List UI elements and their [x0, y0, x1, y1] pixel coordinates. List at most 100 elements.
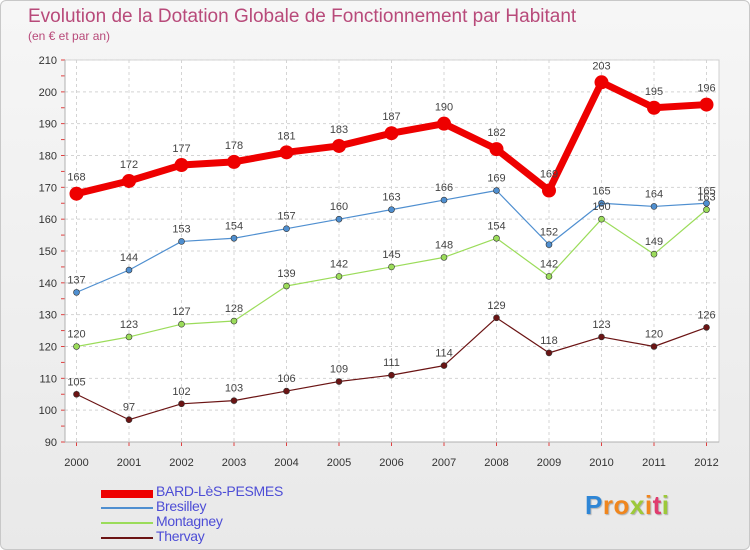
y-tick-label: 160	[39, 214, 57, 226]
data-label: 129	[487, 300, 505, 312]
data-point	[598, 333, 605, 341]
label-layer: 105 97 102 103 106 109 111 114 129 118 123 120 126 12…	[67, 60, 715, 413]
data-point	[489, 142, 504, 157]
data-label: 157	[277, 211, 295, 223]
data-label: 139	[277, 268, 295, 280]
data-label: 182	[487, 127, 505, 139]
data-point	[650, 203, 658, 210]
data-label: 137	[67, 274, 85, 286]
x-tick-label: 2010	[589, 457, 613, 469]
data-point	[493, 234, 500, 242]
data-label: 177	[172, 143, 190, 155]
data-point	[332, 138, 346, 153]
data-label: 145	[382, 249, 400, 261]
data-label: 111	[383, 357, 400, 369]
y-tick-label: 100	[39, 405, 57, 417]
data-point	[125, 333, 133, 341]
data-point	[440, 254, 448, 261]
y-tick-label: 190	[39, 119, 57, 131]
data-label: 114	[435, 348, 453, 360]
data-point	[440, 196, 448, 204]
data-point	[335, 215, 343, 223]
data-label: 196	[697, 83, 715, 95]
y-tick-label: 180	[39, 151, 57, 163]
data-label: 165	[697, 185, 715, 197]
series-3	[73, 314, 710, 424]
data-label: 154	[225, 220, 243, 232]
data-label: 128	[225, 303, 243, 315]
data-point	[178, 320, 185, 328]
x-tick-label: 2002	[169, 457, 193, 469]
y-tick-label: 90	[45, 437, 57, 449]
data-label: 169	[487, 173, 505, 185]
y-tick-label: 210	[39, 55, 57, 67]
x-tick-label: 2009	[537, 457, 561, 469]
chart-title: Evolution de la Dotation Globale de Fonc…	[28, 6, 577, 27]
data-label: 181	[277, 130, 295, 142]
x-tick-label: 2000	[64, 457, 88, 469]
data-label: 169	[540, 169, 558, 181]
data-label: 142	[540, 258, 558, 270]
data-label: 163	[382, 192, 400, 204]
data-label: 195	[645, 86, 663, 98]
data-label: 154	[487, 220, 505, 232]
data-label: 190	[435, 102, 453, 114]
data-label: 148	[435, 239, 453, 251]
data-label: 126	[697, 309, 715, 321]
data-point	[493, 187, 500, 194]
data-label: 142	[330, 258, 348, 270]
data-point	[594, 75, 609, 90]
data-point	[230, 234, 238, 242]
data-point	[545, 241, 553, 248]
x-tick-label: 2004	[274, 457, 298, 469]
data-point	[73, 390, 80, 398]
data-label: 152	[540, 227, 558, 239]
y-tick-label: 200	[39, 87, 57, 99]
y-tick-label: 150	[39, 246, 57, 258]
data-label: 172	[120, 159, 138, 171]
logo-letter: i	[644, 490, 653, 520]
data-point	[647, 100, 661, 115]
legend-swatch	[101, 507, 153, 509]
x-tick-label: 2008	[484, 457, 508, 469]
data-label: 160	[330, 201, 348, 213]
data-point	[388, 371, 395, 379]
legend-label: Montagney	[156, 513, 223, 529]
data-label: 187	[382, 111, 400, 123]
data-point	[545, 273, 553, 280]
x-tick-label: 2006	[379, 457, 403, 469]
data-point	[335, 378, 343, 385]
x-tick-label: 2005	[327, 457, 351, 469]
data-label: 120	[67, 329, 85, 341]
series-2	[73, 206, 710, 350]
legend-label: Thervay	[156, 528, 205, 544]
data-point	[230, 317, 238, 325]
data-label: 203	[592, 60, 610, 72]
data-point	[279, 145, 294, 160]
data-label: 103	[225, 383, 243, 395]
data-label: 165	[592, 185, 610, 197]
x-tick-label: 2007	[432, 457, 456, 469]
data-label: 160	[592, 201, 610, 213]
data-point	[388, 263, 395, 271]
data-label: 164	[645, 188, 663, 200]
series-0	[69, 75, 714, 201]
data-point	[703, 199, 710, 207]
data-label: 123	[120, 319, 138, 331]
data-label: 120	[645, 329, 663, 341]
data-label: 183	[330, 124, 348, 136]
data-label: 106	[277, 373, 295, 385]
x-tick-label: 2011	[642, 457, 666, 469]
data-point	[493, 314, 500, 322]
x-tick-label: 2003	[222, 457, 246, 469]
data-point	[542, 183, 556, 198]
data-label: 149	[645, 236, 663, 248]
axis-layer: 90 100 110 120 130 140 150 160 170 180 190 200 210 20…	[39, 55, 719, 469]
y-tick-label: 110	[39, 373, 57, 385]
data-point	[125, 266, 133, 274]
y-tick-label: 130	[39, 310, 57, 322]
data-point	[122, 173, 136, 188]
data-point	[598, 215, 605, 223]
data-label: 123	[592, 319, 610, 331]
